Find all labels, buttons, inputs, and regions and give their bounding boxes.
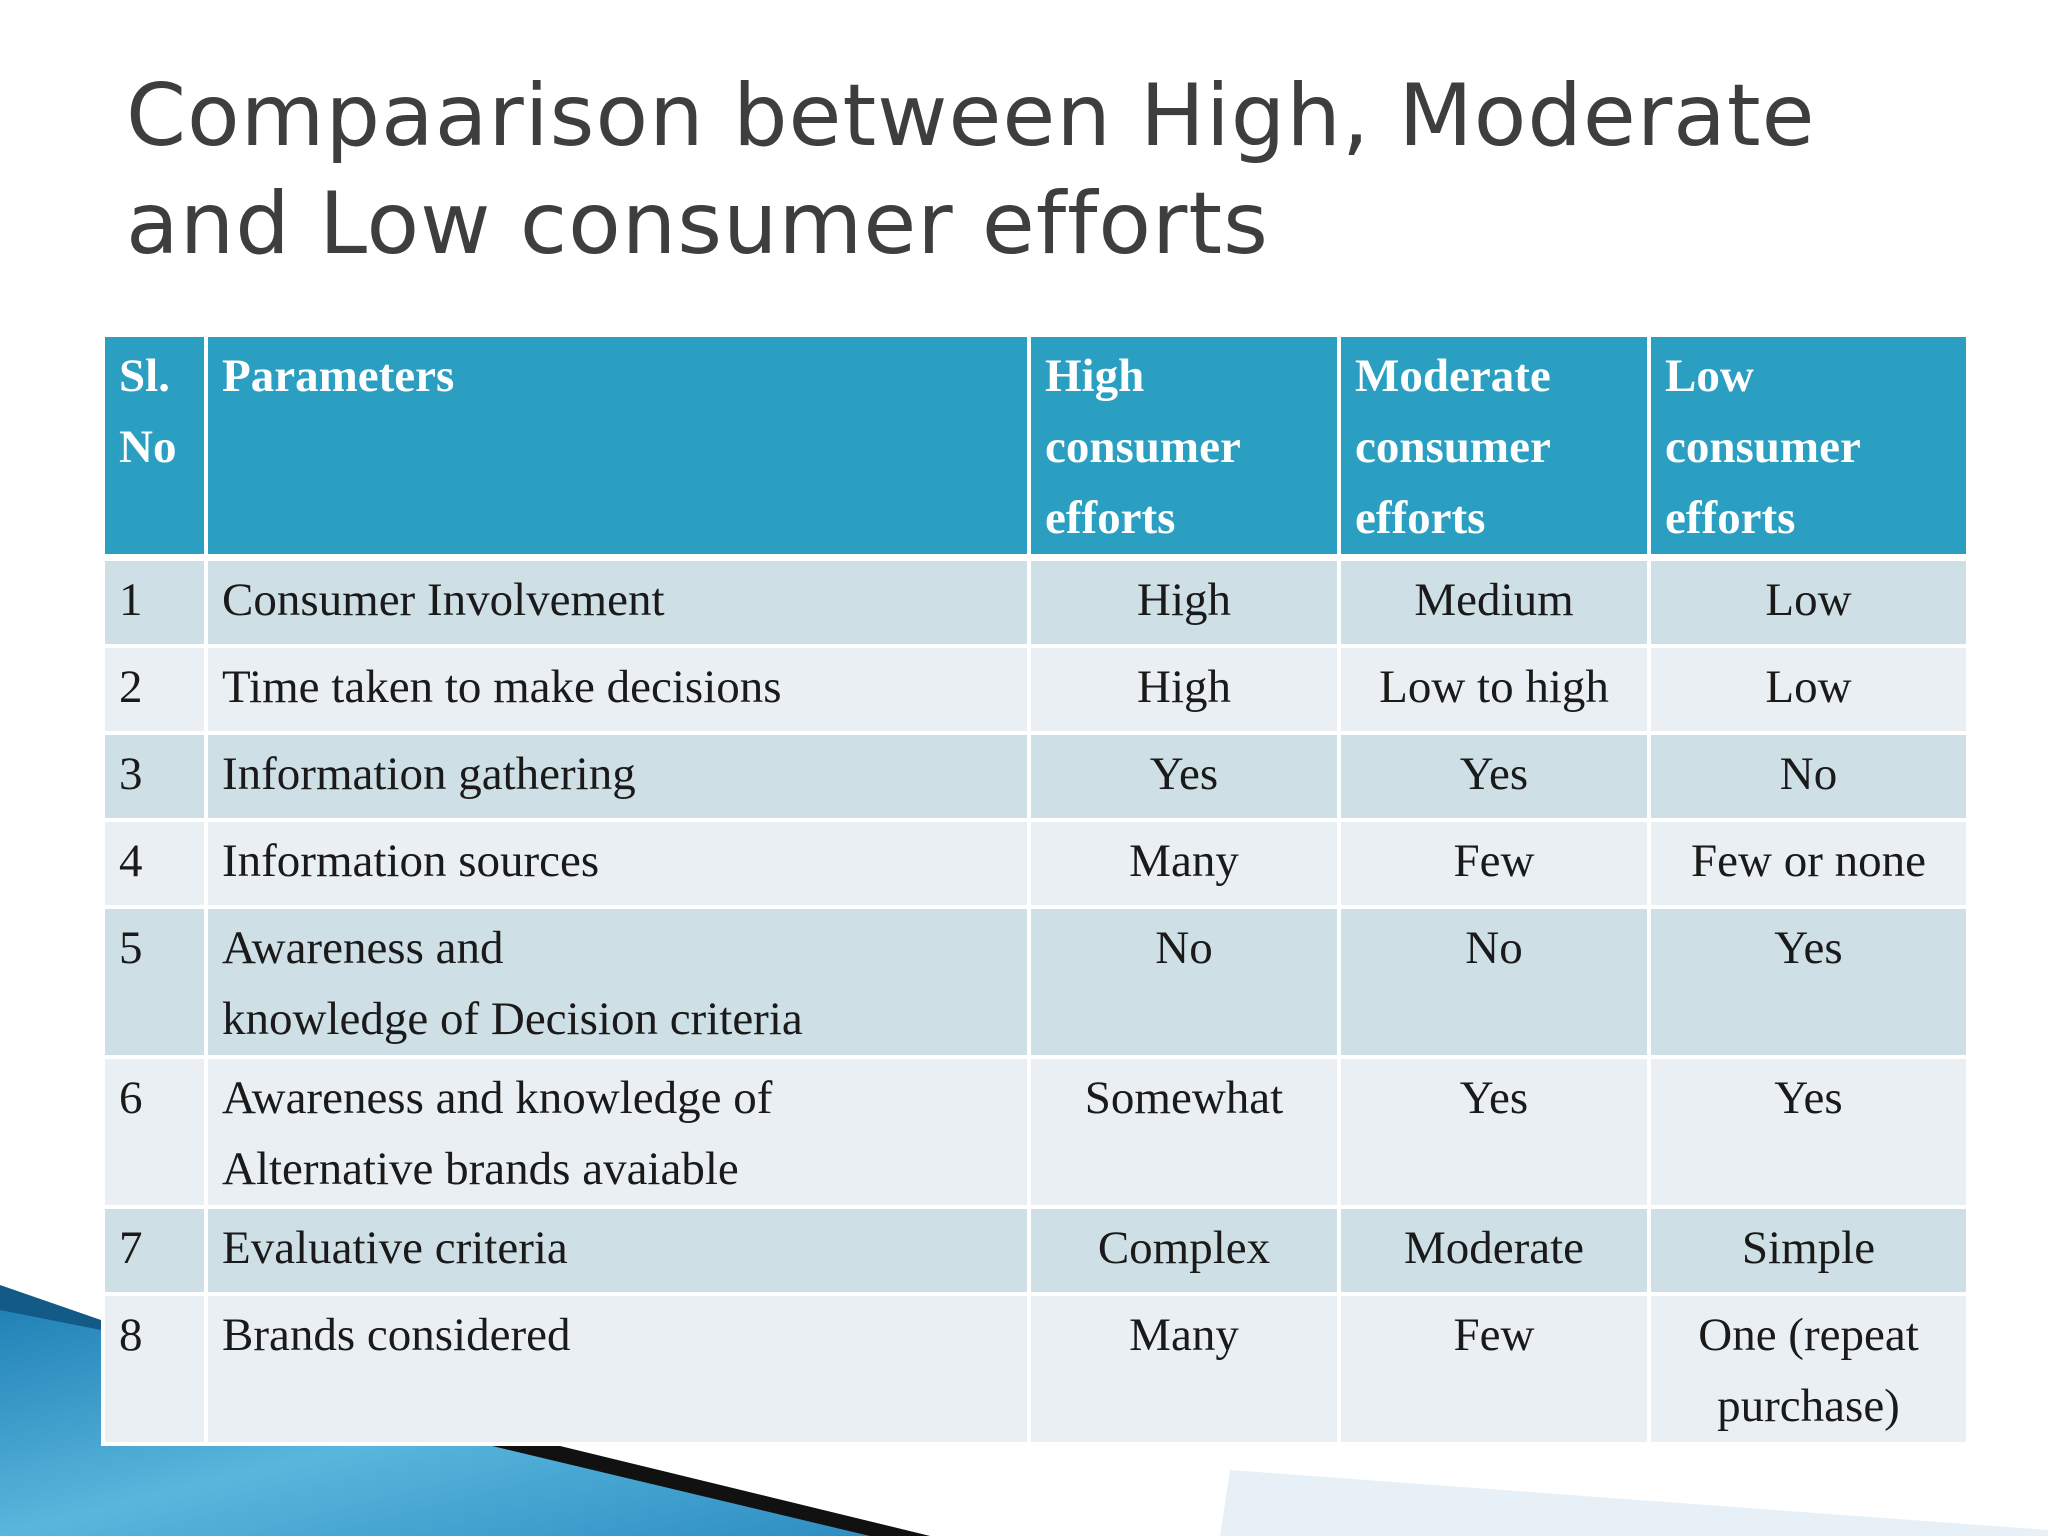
row-parameter: Brands considered: [204, 1292, 1031, 1446]
table-row: 8 Brands considered Many Few One (repeat…: [101, 1292, 1970, 1446]
row-parameter: Consumer Involvement: [204, 555, 1031, 648]
row-parameter: Information gathering: [204, 731, 1031, 822]
row-moderate-value: No: [1337, 905, 1651, 1059]
row-number: 2: [101, 644, 208, 735]
row-number: 5: [101, 905, 208, 1059]
row-parameter: Time taken to make decisions: [204, 644, 1031, 735]
row-parameter: Information sources: [204, 818, 1031, 909]
header-moderate-consumer-efforts: Moderate consumer efforts: [1337, 333, 1651, 561]
row-moderate-value: Low to high: [1337, 644, 1651, 735]
row-moderate-value: Moderate: [1337, 1205, 1651, 1296]
row-high-value: Somewhat: [1027, 1055, 1341, 1209]
row-high-value: High: [1027, 555, 1341, 648]
row-high-value: Many: [1027, 1292, 1341, 1446]
row-moderate-value: Few: [1337, 1292, 1651, 1446]
row-high-value: Complex: [1027, 1205, 1341, 1296]
header-parameters: Parameters: [204, 333, 1031, 561]
slide-title: Compaarison between High, Moderate and L…: [126, 62, 1946, 278]
row-number: 4: [101, 818, 208, 909]
table-row: 7 Evaluative criteria Complex Moderate S…: [101, 1205, 1970, 1296]
table-row: 2 Time taken to make decisions High Low …: [101, 644, 1970, 735]
table-row: 4 Information sources Many Few Few or no…: [101, 818, 1970, 909]
table-row: 3 Information gathering Yes Yes No: [101, 731, 1970, 822]
row-high-value: Yes: [1027, 731, 1341, 822]
header-sl-no: Sl. No: [101, 333, 208, 561]
row-number: 3: [101, 731, 208, 822]
row-moderate-value: Yes: [1337, 1055, 1651, 1209]
table-row: 5 Awareness and knowledge of Decision cr…: [101, 905, 1970, 1059]
comparison-table: Sl. No Parameters High consumer efforts …: [101, 333, 1970, 1446]
header-high-consumer-efforts: High consumer efforts: [1027, 333, 1341, 561]
row-moderate-value: Few: [1337, 818, 1651, 909]
row-low-value: Yes: [1647, 1055, 1970, 1209]
row-high-value: No: [1027, 905, 1341, 1059]
table-row: 1 Consumer Involvement High Medium Low: [101, 555, 1970, 648]
title-line-2: and Low consumer efforts: [126, 174, 1269, 274]
row-low-value: Low: [1647, 644, 1970, 735]
row-moderate-value: Medium: [1337, 555, 1651, 648]
table-header-row: Sl. No Parameters High consumer efforts …: [101, 333, 1970, 561]
row-number: 1: [101, 555, 208, 648]
header-low-consumer-efforts: Low consumer efforts: [1647, 333, 1970, 561]
row-low-value: Low: [1647, 555, 1970, 648]
row-low-value: No: [1647, 731, 1970, 822]
table-row: 6 Awareness and knowledge of Alternative…: [101, 1055, 1970, 1209]
row-low-value: One (repeat purchase): [1647, 1292, 1970, 1446]
row-parameter: Evaluative criteria: [204, 1205, 1031, 1296]
row-number: 8: [101, 1292, 208, 1446]
row-high-value: High: [1027, 644, 1341, 735]
row-number: 7: [101, 1205, 208, 1296]
row-number: 6: [101, 1055, 208, 1209]
row-parameter: Awareness and knowledge of Alternative b…: [204, 1055, 1031, 1209]
row-low-value: Yes: [1647, 905, 1970, 1059]
row-high-value: Many: [1027, 818, 1341, 909]
row-parameter: Awareness and knowledge of Decision crit…: [204, 905, 1031, 1059]
row-moderate-value: Yes: [1337, 731, 1651, 822]
title-line-1: Compaarison between High, Moderate: [126, 66, 1816, 166]
row-low-value: Few or none: [1647, 818, 1970, 909]
row-low-value: Simple: [1647, 1205, 1970, 1296]
